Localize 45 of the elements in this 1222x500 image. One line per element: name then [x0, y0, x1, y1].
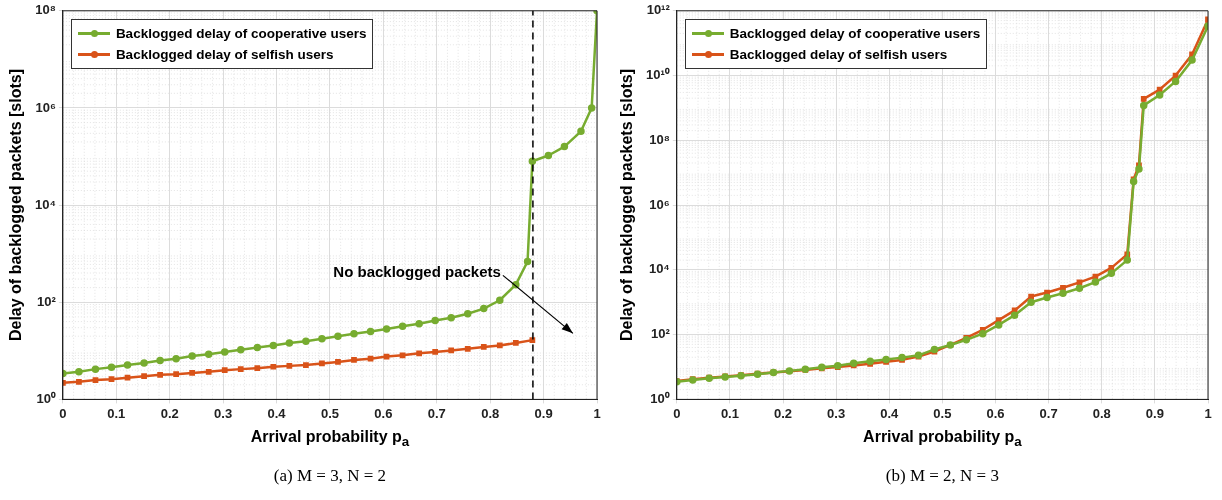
x-tick-label: 0.3 [827, 405, 846, 421]
y-tick-label: 10¹⁰ [645, 67, 670, 83]
x-axis-title: Arrival probability p$_{a}$ [250, 428, 410, 450]
x-tick-label: 0.7 [1039, 405, 1058, 421]
y-tick-label: 10¹² [646, 2, 671, 18]
x-tick-label: 1 [1204, 405, 1212, 421]
legend-label: Backlogged delay of cooperative users [115, 25, 367, 41]
legend-label: Backlogged delay of selfish users [729, 46, 948, 62]
x-tick-label: 0.1 [107, 405, 126, 421]
x-tick-label: 0.2 [773, 405, 793, 421]
x-tick-label: 0.8 [481, 405, 500, 421]
annotation: No backlogged packets [333, 263, 501, 281]
x-tick-label: 0.4 [880, 405, 900, 421]
y-tick-label: 10⁶ [35, 99, 56, 115]
x-axis-title: Arrival probability p$_{a}$ [863, 428, 1022, 450]
text: (a) M = 3, N = 2 [273, 466, 387, 486]
y-tick-label: 10⁰ [36, 390, 56, 406]
x-tick-label: 0 [59, 405, 67, 421]
y-tick-label: 10⁸ [35, 2, 56, 18]
x-tick-label: 0 [673, 405, 681, 421]
y-axis-title: Delay of backlogged packets [slots] [7, 69, 25, 342]
y-tick-label: 10² [650, 326, 671, 342]
x-tick-label: 0.5 [320, 405, 339, 421]
y-tick-label: 10⁰ [650, 390, 670, 406]
legend-label: Backlogged delay of cooperative users [729, 25, 981, 41]
x-tick-label: 0.1 [720, 405, 739, 421]
legend-label: Backlogged delay of selfish users [115, 46, 334, 62]
x-tick-label: 0.3 [214, 405, 233, 421]
x-tick-label: 0.7 [427, 405, 446, 421]
y-tick-label: 10⁶ [649, 196, 670, 212]
y-tick-label: 10² [37, 293, 57, 309]
x-tick-label: 0.6 [374, 405, 393, 421]
y-tick-label: 10⁴ [648, 261, 670, 277]
y-tick-label: 10⁴ [35, 196, 56, 212]
x-tick-label: 0.8 [1092, 405, 1111, 421]
x-tick-label: 0.9 [1145, 405, 1164, 421]
x-tick-label: 0.5 [933, 405, 952, 421]
x-tick-label: 1 [593, 405, 601, 421]
x-tick-label: 0.4 [267, 405, 287, 421]
y-axis-title: Delay of backlogged packets [slots] [618, 69, 636, 342]
x-tick-label: 0.9 [534, 405, 553, 421]
x-tick-label: 0.6 [986, 405, 1005, 421]
text: (b) M = 2, N = 3 [885, 466, 999, 486]
y-tick-label: 10⁸ [649, 131, 670, 147]
x-tick-label: 0.2 [160, 405, 179, 421]
